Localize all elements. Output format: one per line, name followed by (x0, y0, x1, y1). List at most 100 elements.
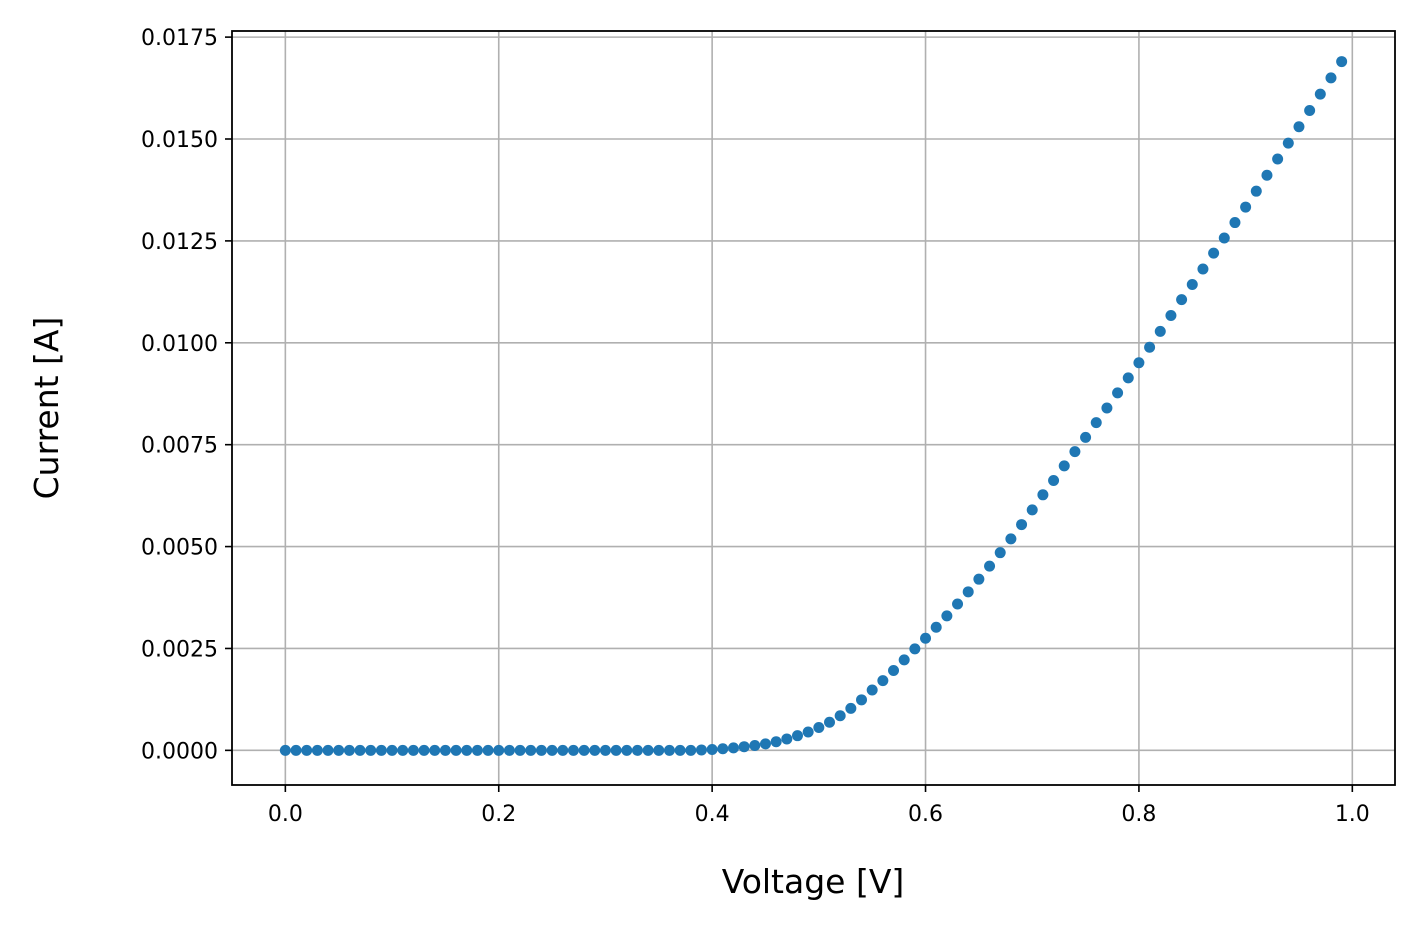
data-point (695, 744, 707, 756)
data-point (482, 744, 494, 756)
data-point (1037, 489, 1049, 501)
data-point (1304, 104, 1316, 116)
data-points (279, 56, 1348, 756)
data-point (1229, 217, 1241, 229)
data-point (824, 716, 836, 728)
x-tick-label: 0.0 (268, 802, 303, 827)
data-point (557, 744, 569, 756)
data-point (1282, 137, 1294, 149)
data-point (941, 610, 953, 622)
data-point (1122, 372, 1134, 384)
x-tick-label: 0.4 (695, 802, 730, 827)
data-point (279, 744, 291, 756)
data-point (301, 744, 313, 756)
y-tick-label: 0.0025 (141, 637, 218, 662)
data-point (738, 741, 750, 753)
data-point (877, 675, 889, 687)
data-point (888, 664, 900, 676)
data-point (952, 598, 964, 610)
plot-frame (231, 30, 1396, 786)
data-point (642, 744, 654, 756)
data-point (578, 744, 590, 756)
data-point (386, 744, 398, 756)
x-tick-label: 0.8 (1121, 802, 1156, 827)
data-point (706, 744, 718, 756)
data-point (493, 744, 505, 756)
data-point (994, 547, 1006, 559)
data-point (791, 730, 803, 742)
y-tick-label: 0.0125 (141, 230, 218, 255)
data-point (727, 742, 739, 754)
data-point (802, 726, 814, 738)
y-axis-label: Current [A] (27, 317, 66, 500)
data-point (1090, 417, 1102, 429)
data-point (343, 744, 355, 756)
data-point (514, 744, 526, 756)
data-point (439, 744, 451, 756)
data-point (503, 744, 515, 756)
data-point (749, 739, 761, 751)
data-point (1144, 341, 1156, 353)
data-point (759, 738, 771, 750)
data-point (866, 684, 878, 696)
data-point (525, 744, 537, 756)
data-point (397, 744, 409, 756)
data-point (1069, 446, 1081, 458)
data-point (535, 744, 547, 756)
data-point (322, 744, 334, 756)
data-point (1218, 232, 1230, 244)
data-point (1325, 72, 1337, 84)
data-point (898, 654, 910, 666)
data-point (984, 560, 996, 572)
x-tick-label: 0.2 (481, 802, 516, 827)
data-point (1026, 504, 1038, 516)
data-point (685, 744, 697, 756)
data-point (1016, 519, 1028, 531)
data-point (450, 744, 462, 756)
data-point (1250, 185, 1262, 197)
data-point (813, 722, 825, 734)
data-point (621, 744, 633, 756)
data-point (1005, 533, 1017, 545)
data-point (856, 694, 868, 706)
y-tick-label: 0.0150 (141, 128, 218, 153)
data-point (1176, 294, 1188, 306)
grid (232, 31, 1395, 785)
data-point (354, 744, 366, 756)
data-point (1101, 402, 1113, 414)
data-point (471, 744, 483, 756)
data-point (1058, 460, 1070, 472)
x-tick-label: 0.6 (908, 802, 943, 827)
data-point (962, 586, 974, 598)
data-point (770, 736, 782, 748)
data-point (1080, 431, 1092, 443)
y-tick-label: 0.0050 (141, 536, 218, 561)
y-tick-label: 0.0100 (141, 332, 218, 357)
y-axis-ticks: 0.0000 0.0025 0.0050 0.0075 0.0100 0.0125 0.01… (141, 26, 232, 764)
x-tick-label: 1.0 (1335, 802, 1370, 827)
data-point (845, 702, 857, 714)
data-point (1336, 56, 1348, 68)
data-point (1048, 475, 1060, 487)
x-axis-label: Voltage [V] (722, 862, 905, 901)
data-point (909, 643, 921, 655)
y-tick-label: 0.0075 (141, 434, 218, 459)
data-point (930, 621, 942, 633)
data-point (418, 744, 430, 756)
data-point (1272, 153, 1284, 165)
data-point (1314, 88, 1326, 100)
y-tick-label: 0.0000 (141, 739, 218, 764)
data-point (599, 744, 611, 756)
data-point (1165, 309, 1177, 321)
data-point (461, 744, 473, 756)
data-point (567, 744, 579, 756)
data-point (429, 744, 441, 756)
data-point (653, 744, 665, 756)
data-point (589, 744, 601, 756)
data-point (1197, 263, 1209, 275)
data-point (674, 744, 686, 756)
data-point (290, 744, 302, 756)
data-point (834, 710, 846, 722)
data-point (1133, 357, 1145, 369)
